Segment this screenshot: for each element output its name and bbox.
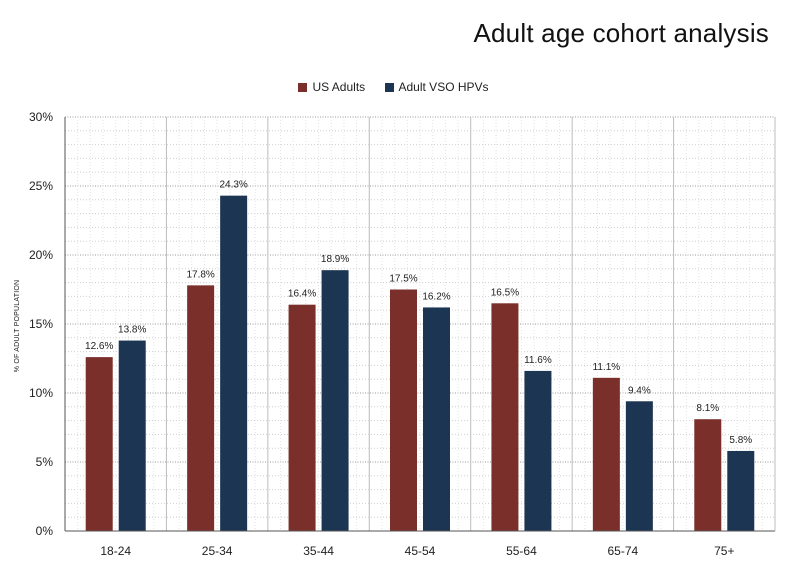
bar-adult-vso-hpvs-45-54 [423,307,450,531]
bar-us-adults-45-54 [390,289,417,531]
x-tick-label: 75+ [714,544,734,558]
legend-item-adult-vso-hpvs: Adult VSO HPVs [384,80,489,94]
bar-us-adults-55-64 [491,303,519,531]
bar-adult-vso-hpvs-65-74 [625,401,653,531]
x-tick-label: 18-24 [100,544,131,558]
legend-swatch-adult-vso-hpvs [384,82,394,92]
bar-us-adults-35-44 [288,304,316,531]
data-label: 11.1% [593,362,621,373]
data-labels: 12.6% 13.8% 17.8% 24.3% 16.4% 18.9% 17.5% 16.2%… [85,180,752,446]
bar-adult-vso-hpvs-25-34 [220,195,248,531]
y-tick-label: 5% [36,455,54,469]
axes: 0% 5% 10% 15% 20% 25% 30% 18-24 25-34 35-44 45-54 5… [29,110,776,558]
bar-adult-vso-hpvs-35-44 [321,270,349,531]
legend-label-us-adults: US Adults [312,80,366,94]
y-axis-label: % OF ADULT POPULATION [14,280,21,373]
y-tick-label: 20% [29,248,53,262]
x-tick-label: 45-54 [405,544,436,558]
bars [85,195,755,531]
data-label: 16.5% [491,287,519,298]
data-label: 18.9% [321,254,349,265]
legend-label-adult-vso-hpvs: Adult VSO HPVs [398,80,489,94]
data-label: 8.1% [696,403,719,414]
y-tick-label: 10% [29,386,53,400]
bar-us-adults-65-74 [592,377,620,531]
legend-item-us-adults: US Adults [298,80,365,94]
grid [65,116,775,532]
bar-adult-vso-hpvs-75+ [727,450,755,531]
bar-us-adults-18-24 [85,357,113,531]
bar-us-adults-75+ [694,419,722,531]
legend-swatch-us-adults [298,82,308,92]
data-label: 9.4% [628,385,651,396]
y-tick-label: 25% [29,179,53,193]
bar-adult-vso-hpvs-55-64 [524,370,552,531]
bar-us-adults-25-34 [187,285,215,531]
x-tick-label: 65-74 [608,544,639,558]
data-label: 11.6% [524,355,552,366]
data-label: 24.3% [219,180,247,191]
data-label: 16.2% [422,291,450,302]
data-label: 5.8% [729,435,752,446]
data-label: 17.8% [186,269,214,280]
y-tick-label: 0% [36,524,54,538]
data-label: 12.6% [85,341,113,352]
legend: US Adults Adult VSO HPVs [0,80,787,95]
x-tick-label: 35-44 [303,544,334,558]
x-tick-label: 55-64 [506,544,537,558]
bar-adult-vso-hpvs-18-24 [118,340,146,531]
data-label: 16.4% [288,289,316,300]
data-label: 17.5% [389,274,417,285]
y-tick-label: 15% [29,317,53,331]
data-label: 13.8% [118,325,146,336]
x-tick-label: 25-34 [202,544,233,558]
chart-title: Adult age cohort analysis [473,18,769,48]
y-tick-label: 30% [29,110,53,124]
